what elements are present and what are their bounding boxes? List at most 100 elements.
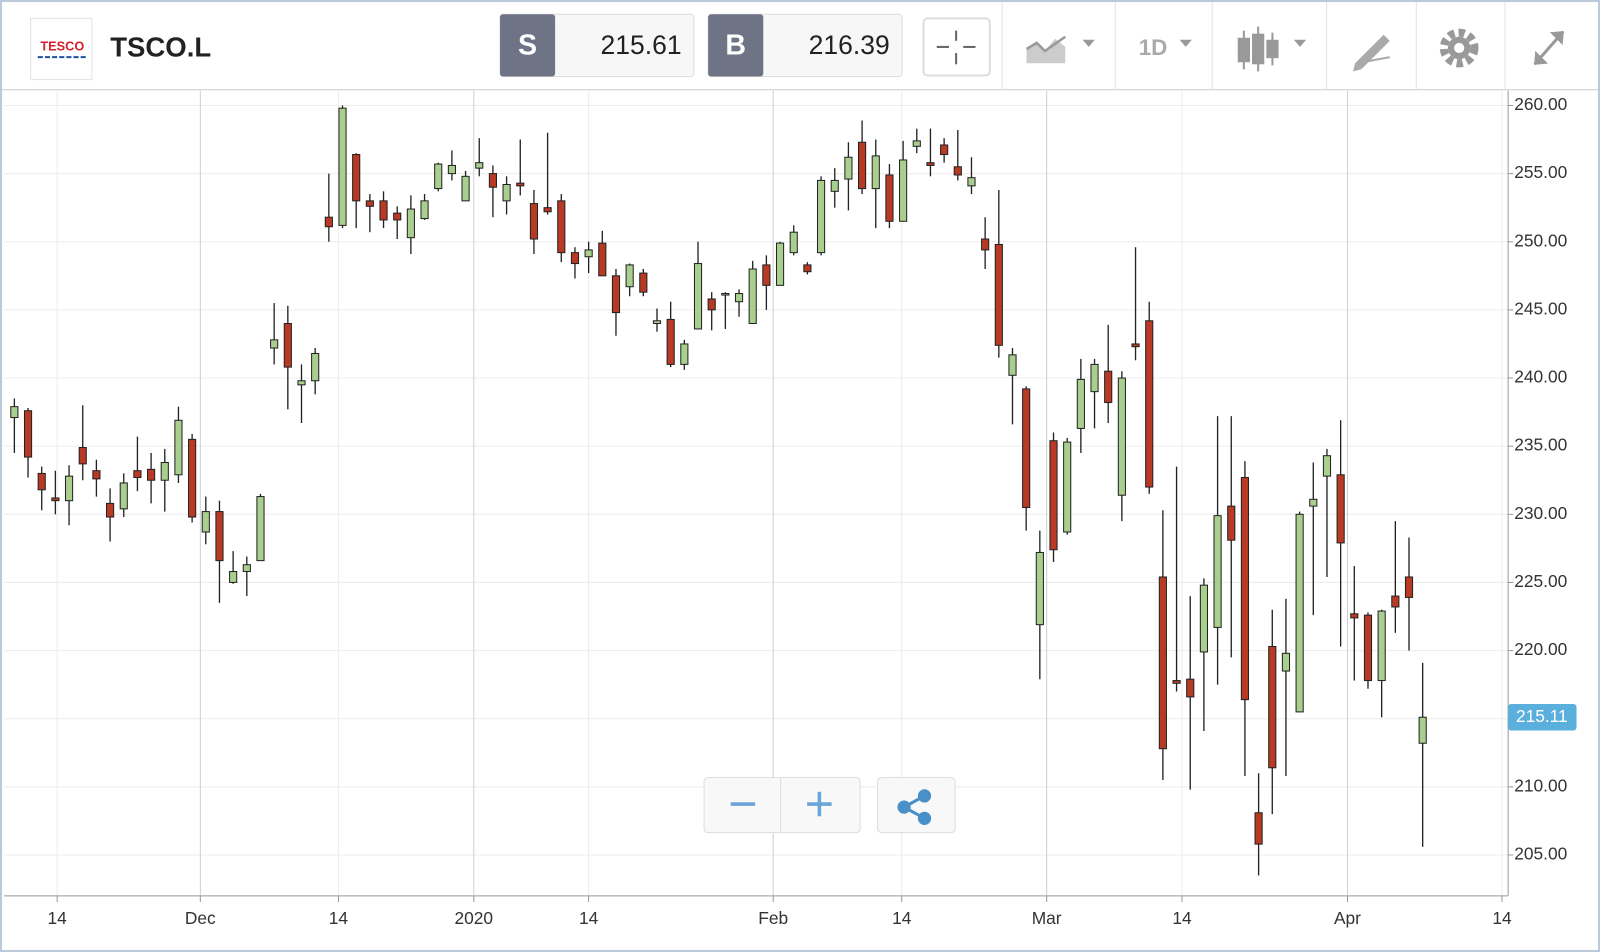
- candle-body: [1076, 378, 1085, 429]
- candle-body: [256, 496, 265, 562]
- candle-body: [1158, 576, 1167, 750]
- candle-body: [1391, 595, 1400, 608]
- candle-body: [1363, 614, 1373, 682]
- candle-body: [926, 162, 935, 166]
- candle-body: [174, 419, 183, 476]
- x-tick-label: Apr: [1334, 908, 1361, 928]
- candle-body: [1227, 505, 1236, 541]
- candle-body: [1336, 474, 1345, 544]
- current-price: 215.11: [1516, 706, 1568, 726]
- candle-body: [967, 177, 976, 187]
- draw-tool-button[interactable]: [1353, 34, 1390, 72]
- candle-body: [147, 468, 156, 481]
- share-icon: [897, 789, 932, 825]
- candle-body: [680, 343, 689, 365]
- sell-price: 215.61: [601, 30, 682, 60]
- x-tick-label: Feb: [758, 908, 788, 928]
- candle-body: [1035, 551, 1044, 626]
- y-tick-label: 255.00: [1514, 162, 1567, 182]
- candle-body: [652, 320, 662, 325]
- candle-body: [1186, 678, 1195, 698]
- candle-body: [611, 275, 621, 314]
- y-tick-label: 235.00: [1514, 435, 1567, 455]
- x-tick-label: 14: [329, 908, 349, 928]
- candle-body: [23, 410, 33, 458]
- candle-body: [420, 200, 429, 220]
- candle-body: [734, 293, 744, 303]
- share-button[interactable]: [877, 777, 956, 834]
- x-tick-label: 14: [579, 908, 599, 928]
- candle-body: [283, 322, 292, 368]
- candle-body: [803, 264, 812, 273]
- x-tick-label: Dec: [185, 908, 216, 928]
- x-tick-label: 14: [1172, 908, 1192, 928]
- x-tick-label: Mar: [1032, 908, 1062, 928]
- candle-body: [365, 200, 374, 207]
- candle-body: [762, 264, 771, 286]
- candle-body: [1145, 320, 1154, 488]
- logo: TESCO: [40, 38, 84, 53]
- candle-body: [1281, 652, 1291, 672]
- candle-body: [1309, 498, 1318, 507]
- candle-body: [912, 140, 921, 147]
- candle-body: [133, 470, 142, 479]
- candle-body: [461, 175, 470, 202]
- toolbar: TESCO TSCO.L S 215.61 B 216.39: [0, 0, 1600, 91]
- candle-body: [994, 243, 1003, 346]
- candle-body: [10, 406, 19, 419]
- candle-body: [584, 249, 593, 258]
- candle-body: [899, 159, 908, 222]
- candle-body: [625, 264, 634, 288]
- x-tick-label: 14: [892, 908, 912, 928]
- crosshair-box[interactable]: [922, 17, 991, 77]
- candle-body: [844, 156, 853, 180]
- candle-body: [160, 462, 169, 481]
- interval-button[interactable]: 1D: [1139, 35, 1192, 60]
- candle-body: [598, 242, 607, 277]
- sell-button[interactable]: S 215.61: [499, 13, 695, 78]
- x-tick-label: 2020: [454, 908, 493, 928]
- y-tick-label: 240.00: [1514, 367, 1567, 387]
- y-tick-label: 205.00: [1514, 844, 1567, 864]
- chart-type-button[interactable]: [1025, 35, 1095, 64]
- y-tick-label: 230.00: [1514, 503, 1567, 523]
- candle-body: [1117, 377, 1126, 496]
- candle-body: [475, 162, 484, 169]
- candle-body: [270, 339, 279, 349]
- fullscreen-button[interactable]: [1533, 30, 1565, 66]
- candle-body: [338, 107, 347, 226]
- candle-body: [1104, 370, 1113, 404]
- candle-body: [1240, 476, 1250, 701]
- y-tick-label: 220.00: [1514, 639, 1567, 659]
- candle-body: [119, 482, 128, 510]
- candle-body: [64, 475, 74, 502]
- candle-body: [379, 200, 388, 221]
- candle-body: [748, 268, 757, 325]
- candle-body: [981, 238, 990, 251]
- candle-body: [78, 447, 87, 465]
- zoom-in-button[interactable]: [807, 791, 832, 817]
- crosshair-button[interactable]: [922, 17, 991, 77]
- buy-button[interactable]: B 216.39: [707, 13, 903, 78]
- candle-type-button[interactable]: [1237, 26, 1307, 72]
- sell-label: S: [518, 29, 537, 61]
- candle-body: [502, 183, 511, 202]
- ticks: 205.00210.00215.00220.00225.00230.00235.…: [48, 94, 1568, 928]
- candle-body: [229, 571, 238, 583]
- buy-price: 216.39: [809, 30, 890, 60]
- settings-button[interactable]: [1439, 28, 1479, 68]
- sell-tag: [500, 14, 556, 77]
- candle-body: [201, 511, 210, 533]
- candle-body: [1295, 513, 1304, 713]
- symbol: TSCO.L: [110, 31, 211, 62]
- y-tick-label: 210.00: [1514, 775, 1567, 795]
- toolbar-separators: [1001, 0, 1506, 90]
- candle-body: [693, 263, 703, 330]
- candle-body: [529, 203, 539, 240]
- candle-body: [447, 164, 456, 175]
- candle-body: [393, 212, 402, 221]
- candle-body: [858, 141, 867, 190]
- zoom-controls: [703, 777, 956, 834]
- candle-body: [639, 272, 648, 293]
